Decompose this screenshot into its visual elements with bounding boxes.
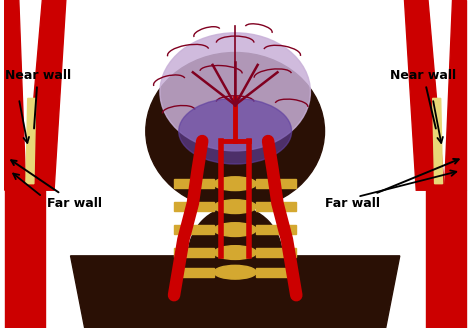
Polygon shape xyxy=(174,225,214,234)
Polygon shape xyxy=(256,179,296,188)
Polygon shape xyxy=(445,0,465,190)
Polygon shape xyxy=(5,0,26,190)
Polygon shape xyxy=(26,98,36,184)
Polygon shape xyxy=(26,0,66,190)
Polygon shape xyxy=(256,248,296,257)
Polygon shape xyxy=(5,190,45,328)
Polygon shape xyxy=(404,0,445,190)
Ellipse shape xyxy=(214,177,256,191)
Ellipse shape xyxy=(214,246,256,259)
Ellipse shape xyxy=(214,265,256,279)
Text: Far wall: Far wall xyxy=(325,159,459,210)
Polygon shape xyxy=(174,268,214,277)
Polygon shape xyxy=(256,268,296,277)
Ellipse shape xyxy=(179,98,292,164)
Polygon shape xyxy=(71,256,400,328)
Text: Near wall: Near wall xyxy=(5,69,71,129)
Ellipse shape xyxy=(214,200,256,214)
Polygon shape xyxy=(174,202,214,211)
Polygon shape xyxy=(433,98,443,184)
Polygon shape xyxy=(256,225,296,234)
Ellipse shape xyxy=(214,223,256,236)
Polygon shape xyxy=(174,248,214,257)
Polygon shape xyxy=(174,179,214,188)
Polygon shape xyxy=(426,190,465,328)
Ellipse shape xyxy=(146,52,325,210)
Ellipse shape xyxy=(188,207,282,305)
Polygon shape xyxy=(256,202,296,211)
Text: Far wall: Far wall xyxy=(11,160,102,210)
Text: Near wall: Near wall xyxy=(391,69,456,129)
Ellipse shape xyxy=(160,33,310,151)
